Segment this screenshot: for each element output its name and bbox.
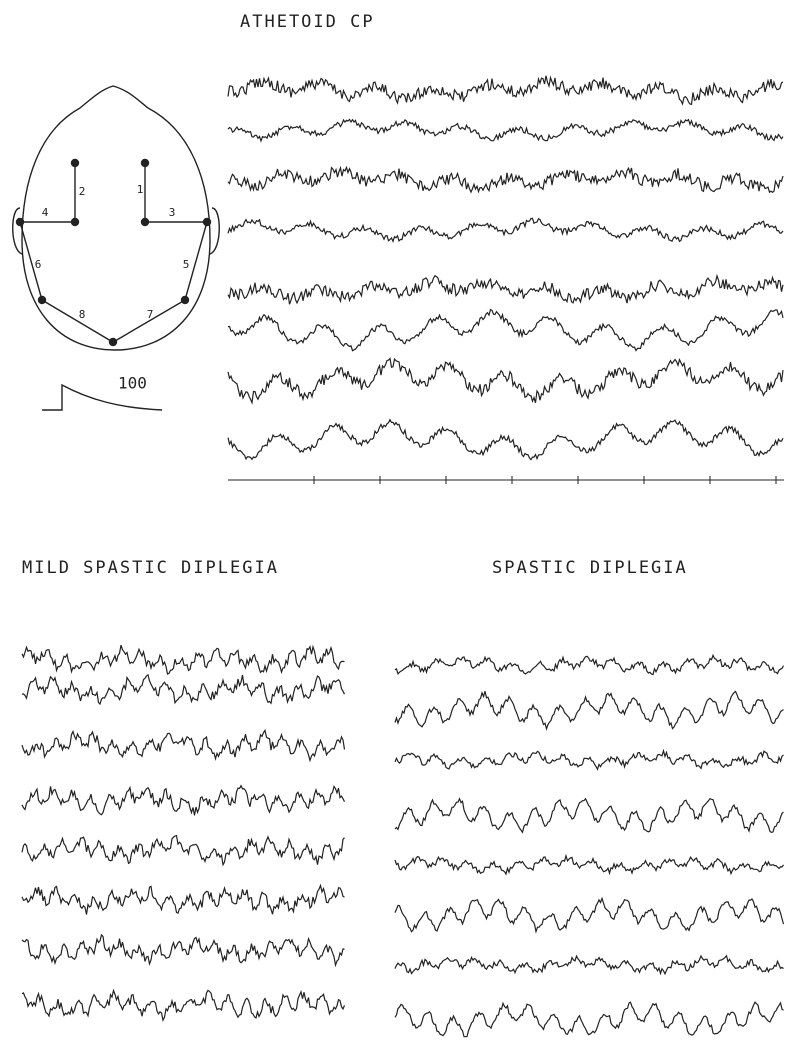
- eeg-trace: [395, 1002, 784, 1036]
- calibration-label: 100: [118, 374, 147, 393]
- eeg-trace: [228, 168, 783, 193]
- lead-label: 8: [79, 308, 86, 321]
- eeg-trace: [228, 120, 783, 141]
- lead-label: 2: [79, 185, 86, 198]
- eeg-trace: [395, 655, 784, 674]
- eeg-traces: [22, 76, 784, 1037]
- eeg-trace: [395, 691, 784, 729]
- lead-label: 1: [137, 183, 144, 196]
- eeg-trace: [228, 276, 783, 305]
- eeg-trace: [395, 799, 784, 833]
- panel-title: SPASTIC DIPLEGIA: [492, 558, 688, 578]
- eeg-trace: [228, 310, 783, 351]
- eeg-trace: [22, 990, 345, 1020]
- lead-label: 4: [42, 206, 49, 219]
- lead-label: 3: [169, 206, 176, 219]
- eeg-trace: [228, 218, 783, 241]
- lead-label: 5: [183, 258, 190, 271]
- eeg-trace: [228, 420, 783, 460]
- eeg-trace: [395, 856, 784, 874]
- eeg-trace: [228, 359, 783, 403]
- eeg-trace: [395, 751, 784, 770]
- eeg-trace: [22, 935, 345, 965]
- eeg-trace: [228, 76, 783, 105]
- figure: ATHETOID CP MILD SPASTIC DIPLEGIA SPASTI…: [0, 0, 786, 1059]
- lead-label: 7: [147, 308, 154, 321]
- eeg-trace: [22, 786, 345, 816]
- panel-title: MILD SPASTIC DIPLEGIA: [22, 558, 279, 578]
- eeg-trace: [395, 956, 784, 974]
- eeg-trace: [22, 836, 345, 865]
- eeg-trace: [22, 730, 345, 760]
- head-diagram: [13, 86, 220, 410]
- lead-labels: 1 2 3 4 5 6 7 8: [35, 183, 190, 321]
- figure-title: ATHETOID CP: [240, 12, 375, 32]
- eeg-trace: [395, 899, 784, 932]
- eeg-trace: [22, 675, 345, 704]
- eeg-trace: [22, 645, 345, 674]
- lead-label: 6: [35, 258, 42, 271]
- eeg-trace: [22, 886, 345, 915]
